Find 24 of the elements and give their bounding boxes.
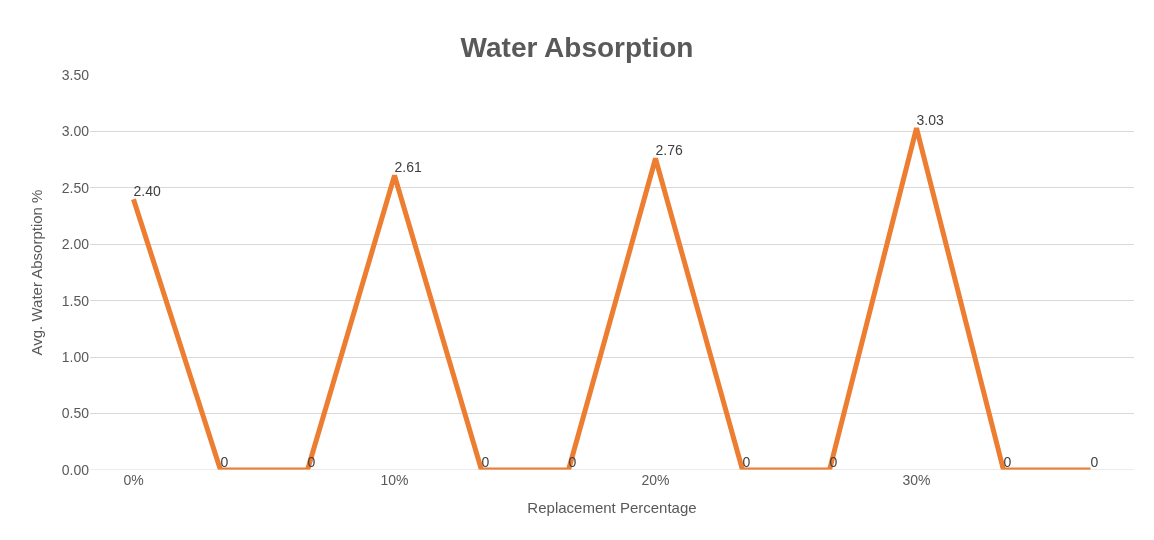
- data-label: 2.40: [133, 182, 161, 199]
- y-tick-label: 1.50: [61, 292, 90, 309]
- data-label: 0: [1003, 453, 1012, 470]
- data-label: 0: [220, 453, 229, 470]
- data-label: 0: [1090, 453, 1099, 470]
- y-tick-label: 0.00: [61, 461, 90, 478]
- x-tick-label: 10%: [380, 472, 409, 488]
- y-tick-label: 1.00: [61, 349, 90, 366]
- x-tick-label: 0%: [123, 472, 144, 488]
- data-label: 2.61: [394, 158, 422, 175]
- data-label: 3.03: [916, 111, 944, 128]
- x-tick-label: 20%: [641, 472, 670, 488]
- y-tick-label: 3.50: [61, 66, 90, 83]
- y-tick-label: 2.50: [61, 179, 90, 196]
- y-tick-label: 3.00: [61, 123, 90, 140]
- y-tick-label: 2.00: [61, 236, 90, 253]
- x-axis-title: Replacement Percentage: [527, 499, 697, 516]
- y-axis-title: Avg. Water Absorption %: [28, 189, 45, 356]
- data-label: 2.76: [655, 142, 683, 159]
- data-label: 0: [742, 453, 751, 470]
- data-label: 0: [481, 453, 490, 470]
- x-tick-label: 30%: [902, 472, 931, 488]
- chart-title: Water Absorption: [460, 32, 694, 64]
- y-tick-label: 0.50: [61, 405, 90, 422]
